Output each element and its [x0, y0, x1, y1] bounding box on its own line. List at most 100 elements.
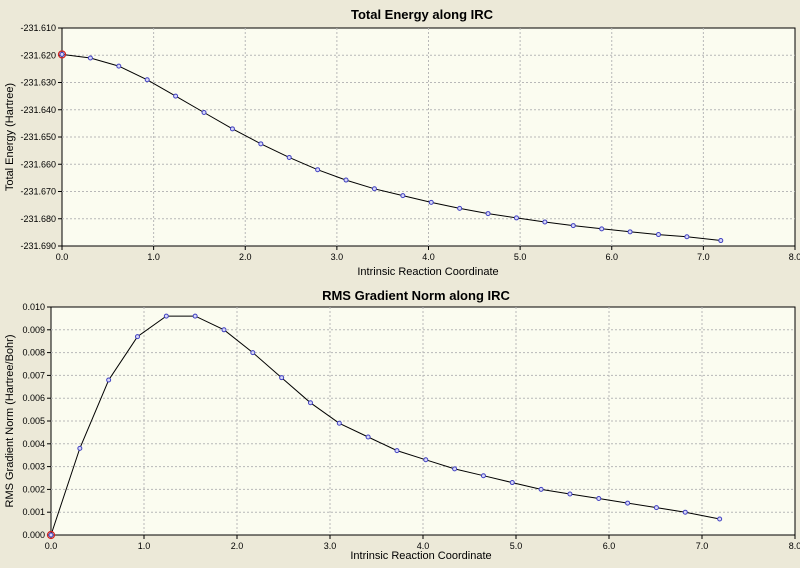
y-tick-label: -231.660: [20, 159, 56, 169]
data-point[interactable]: [400, 193, 406, 199]
data-point[interactable]: [513, 215, 519, 221]
x-tick-label: 8.0: [789, 252, 800, 262]
data-point[interactable]: [682, 509, 688, 515]
data-point[interactable]: [596, 496, 602, 502]
grid: [51, 307, 795, 535]
x-tick-label: 5.0: [510, 541, 523, 551]
data-point[interactable]: [457, 205, 463, 211]
x-tick-label: 4.0: [422, 252, 435, 262]
x-tick-label: 1.0: [147, 252, 160, 262]
y-tick-label: 0.003: [22, 462, 45, 472]
data-point[interactable]: [201, 109, 207, 115]
data-point[interactable]: [428, 199, 434, 205]
data-point[interactable]: [625, 500, 631, 506]
y-tick-label: -231.640: [20, 105, 56, 115]
y-tick-label: -231.610: [20, 23, 56, 33]
y-tick-label: -231.690: [20, 241, 56, 251]
y-axis-label: Total Energy (Hartree): [4, 83, 16, 191]
data-point[interactable]: [87, 55, 93, 61]
x-axis-label: Intrinsic Reaction Coordinate: [350, 550, 491, 562]
data-point[interactable]: [423, 457, 429, 463]
chart-title: RMS Gradient Norm along IRC: [322, 288, 510, 303]
data-point[interactable]: [315, 167, 321, 173]
data-point[interactable]: [485, 211, 491, 217]
data-point[interactable]: [365, 434, 371, 440]
data-point[interactable]: [627, 229, 633, 235]
data-point[interactable]: [509, 480, 515, 486]
data-point[interactable]: [258, 141, 264, 147]
grid: [62, 28, 795, 246]
total-energy-chart: Total Energy along IRC 0.0 1.0 2.0 3.0 4.0 5.…: [4, 7, 800, 278]
y-tick-label: 0.008: [22, 348, 45, 358]
x-tick-label: 2.0: [239, 252, 252, 262]
data-point[interactable]: [116, 63, 122, 69]
data-point[interactable]: [250, 350, 256, 356]
x-tick-label: 6.0: [603, 541, 616, 551]
y-axis-label: RMS Gradient Norm (Hartree/Bohr): [4, 335, 16, 508]
y-tick-label: 0.010: [22, 302, 45, 312]
data-point[interactable]: [279, 375, 285, 381]
y-tick-label: 0.004: [22, 439, 45, 449]
data-point[interactable]: [567, 491, 573, 497]
data-point[interactable]: [77, 445, 83, 451]
x-tick-label: 7.0: [696, 541, 709, 551]
y-axis: -231.610 -231.620 -231.630 -231.640 -231.650…: [20, 23, 62, 251]
data-point[interactable]: [134, 334, 140, 340]
x-tick-label: 3.0: [331, 252, 344, 262]
y-tick-label: 0.001: [22, 507, 45, 517]
y-tick-label: 0.005: [22, 416, 45, 426]
x-tick-label: 5.0: [514, 252, 527, 262]
y-axis: 0.010 0.009 0.008 0.007 0.006 0.005 0.004 0.003…: [22, 302, 51, 540]
data-point[interactable]: [192, 313, 198, 319]
data-point[interactable]: [48, 532, 54, 538]
series-line: [61, 53, 721, 241]
rms-gradient-chart: RMS Gradient Norm along IRC 0.0 1.0 2.0 3.0…: [4, 288, 800, 562]
data-point[interactable]: [106, 377, 112, 383]
x-tick-label: 6.0: [605, 252, 618, 262]
chart-title: Total Energy along IRC: [351, 7, 494, 22]
highlighted-point: [46, 530, 56, 540]
y-tick-label: -231.680: [20, 214, 56, 224]
data-point[interactable]: [718, 238, 724, 244]
data-point[interactable]: [542, 219, 548, 225]
data-point[interactable]: [336, 420, 342, 426]
series-line: [50, 315, 720, 536]
data-point[interactable]: [286, 154, 292, 160]
data-point[interactable]: [173, 93, 179, 99]
data-point[interactable]: [371, 186, 377, 192]
data-point[interactable]: [144, 77, 150, 83]
highlighted-point: [57, 50, 67, 59]
data-point[interactable]: [452, 466, 458, 472]
y-tick-label: 0.002: [22, 484, 45, 494]
x-tick-label: 1.0: [138, 541, 151, 551]
data-point[interactable]: [59, 51, 65, 57]
x-tick-label: 8.0: [789, 541, 800, 551]
y-tick-label: 0.007: [22, 370, 45, 380]
y-tick-label: 0.009: [22, 325, 45, 335]
data-point[interactable]: [684, 234, 690, 240]
data-point[interactable]: [538, 486, 544, 492]
data-point[interactable]: [655, 232, 661, 238]
x-tick-label: 0.0: [56, 252, 69, 262]
data-point[interactable]: [480, 473, 486, 479]
data-point[interactable]: [570, 223, 576, 229]
y-tick-label: 0.000: [22, 530, 45, 540]
data-point[interactable]: [394, 448, 400, 454]
y-tick-label: 0.006: [22, 393, 45, 403]
x-axis: 0.0 1.0 2.0 3.0 4.0 5.0 6.0 7.0 8.0: [56, 246, 800, 262]
data-point[interactable]: [163, 313, 169, 319]
data-point[interactable]: [599, 226, 605, 232]
data-point[interactable]: [221, 327, 227, 333]
data-point[interactable]: [343, 177, 349, 183]
data-point[interactable]: [653, 505, 659, 511]
y-tick-label: -231.620: [20, 50, 56, 60]
x-tick-label: 0.0: [45, 541, 58, 551]
x-tick-label: 7.0: [697, 252, 710, 262]
x-axis-label: Intrinsic Reaction Coordinate: [357, 266, 498, 278]
data-point[interactable]: [307, 400, 313, 406]
data-point[interactable]: [717, 516, 723, 522]
x-tick-label: 3.0: [324, 541, 337, 551]
data-point[interactable]: [229, 126, 235, 132]
